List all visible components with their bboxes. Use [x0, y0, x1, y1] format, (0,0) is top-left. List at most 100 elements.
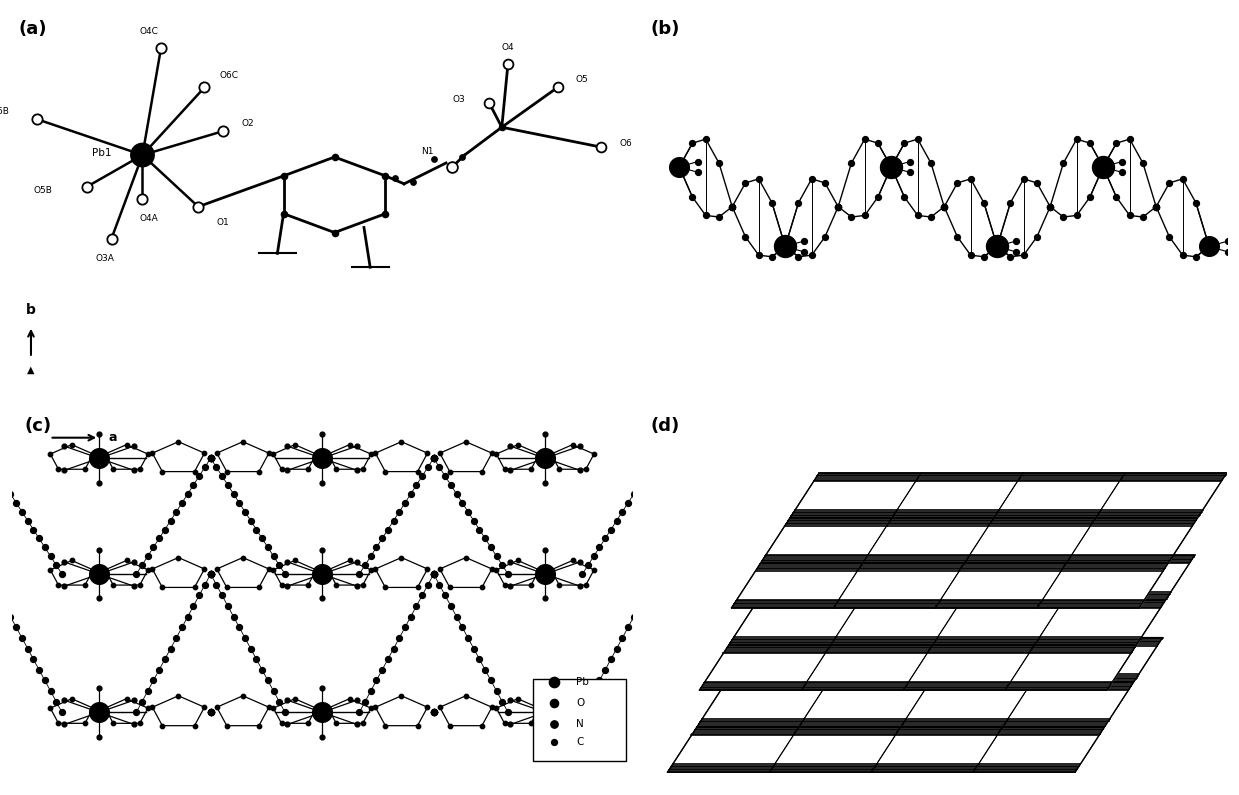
Point — [492, 121, 512, 134]
Point — [501, 694, 520, 707]
Text: O6C: O6C — [219, 71, 239, 80]
Point — [921, 211, 940, 223]
Point — [155, 653, 175, 665]
Point — [452, 496, 472, 509]
Point — [934, 200, 954, 213]
Point — [570, 440, 590, 452]
Point — [1080, 191, 1100, 204]
Point — [895, 191, 914, 204]
Point — [124, 718, 144, 731]
Point — [424, 452, 444, 464]
Point — [900, 166, 919, 179]
Point — [144, 674, 164, 687]
Point — [124, 440, 144, 452]
Point — [424, 452, 444, 464]
Point — [435, 589, 455, 602]
Point — [201, 452, 221, 464]
Polygon shape — [994, 473, 1125, 518]
Point — [103, 463, 123, 475]
Point — [895, 137, 914, 149]
Point — [418, 701, 437, 714]
Polygon shape — [1063, 556, 1194, 600]
Point — [195, 563, 214, 576]
Point — [395, 621, 415, 634]
Point — [312, 452, 332, 464]
Point — [1106, 191, 1126, 204]
Point — [1027, 231, 1047, 243]
Point — [418, 461, 437, 474]
Point — [269, 696, 289, 708]
Point — [55, 556, 74, 568]
Point — [201, 568, 221, 580]
Point — [481, 541, 501, 553]
Polygon shape — [729, 600, 860, 645]
Point — [46, 559, 66, 572]
Point — [404, 176, 424, 188]
Point — [440, 465, 460, 478]
Point — [458, 631, 478, 644]
Point — [55, 440, 74, 452]
Point — [384, 514, 404, 527]
Point — [401, 487, 421, 500]
Point — [855, 209, 875, 222]
Point — [17, 642, 37, 655]
Point — [347, 440, 367, 452]
Point — [207, 701, 227, 714]
Point — [361, 684, 380, 697]
Point — [201, 452, 221, 464]
Point — [201, 452, 221, 464]
Point — [339, 554, 359, 567]
Point — [240, 642, 260, 655]
Point — [1218, 235, 1238, 247]
Point — [258, 541, 278, 553]
Point — [218, 479, 238, 491]
Polygon shape — [860, 556, 991, 600]
Point — [563, 438, 582, 451]
Text: (c): (c) — [25, 417, 52, 435]
Point — [361, 448, 380, 460]
Point — [748, 249, 768, 262]
Point — [152, 581, 172, 594]
Point — [201, 568, 221, 580]
Point — [89, 681, 109, 694]
Polygon shape — [1037, 563, 1168, 607]
Point — [353, 579, 373, 591]
Point — [367, 541, 387, 553]
Point — [166, 506, 186, 518]
Point — [201, 452, 221, 464]
Point — [55, 580, 74, 592]
Point — [829, 200, 849, 213]
Point — [418, 447, 437, 460]
Point — [201, 706, 221, 719]
Point — [683, 137, 703, 149]
Point — [802, 249, 821, 262]
Point — [498, 706, 518, 719]
Polygon shape — [1067, 518, 1197, 563]
Point — [1006, 246, 1026, 258]
Point — [62, 554, 82, 567]
Point — [52, 706, 72, 719]
Point — [76, 463, 95, 475]
Point — [253, 532, 273, 545]
Point — [794, 235, 814, 247]
Point — [934, 200, 954, 213]
Point — [576, 463, 596, 475]
Point — [579, 559, 598, 572]
Point — [430, 461, 450, 474]
Text: O5: O5 — [576, 75, 589, 84]
Point — [501, 440, 520, 452]
Point — [456, 436, 476, 448]
Point — [748, 173, 768, 185]
Point — [1027, 176, 1047, 189]
Point — [166, 631, 186, 644]
Point — [424, 706, 444, 719]
Point — [185, 581, 204, 594]
Point — [456, 689, 476, 702]
Point — [440, 581, 460, 594]
Point — [89, 544, 109, 556]
Point — [494, 717, 514, 730]
Point — [1186, 250, 1206, 263]
Point — [130, 717, 150, 730]
Point — [1006, 235, 1026, 247]
Point — [89, 706, 109, 719]
